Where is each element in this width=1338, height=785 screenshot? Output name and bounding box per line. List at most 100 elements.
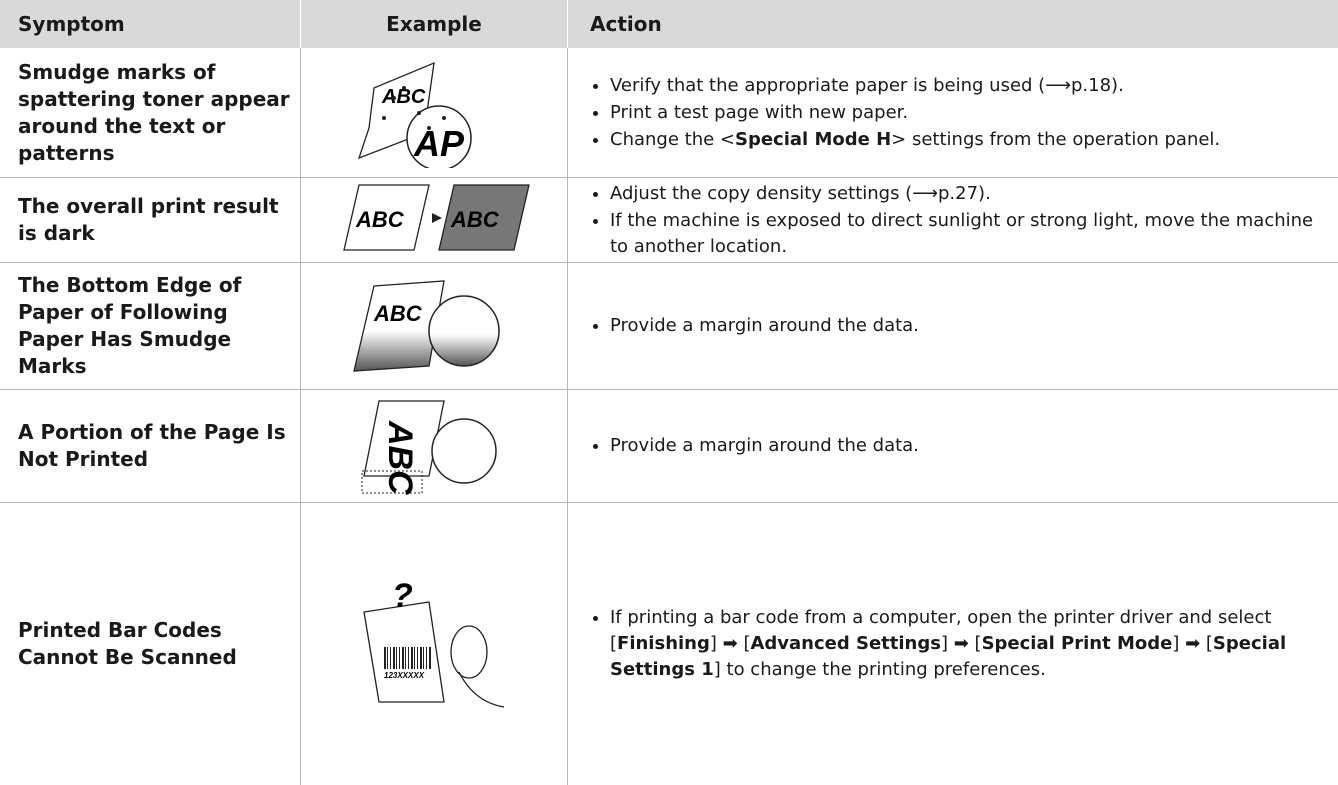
action-text-bold: Special Settings 1 — [610, 633, 1287, 680]
illustration-shape — [450, 624, 488, 679]
illustration-shape — [423, 646, 424, 669]
illustration-shape — [420, 646, 422, 669]
action-text: If the machine is exposed to direct sunl… — [610, 209, 1314, 257]
action-text-bold: Finishing — [617, 633, 710, 654]
example-cell: ABC ABC — [300, 178, 567, 262]
action-list: Adjust the copy density settings (⟶p.27)… — [590, 180, 1328, 261]
illustration-shape — [408, 646, 409, 669]
action-text: ] ➡ [ — [709, 633, 751, 654]
symptom: A Portion of the Page Is Not Printed — [18, 420, 286, 471]
example-cell: ABC — [300, 390, 567, 502]
action-text-bold: Advanced Settings — [750, 633, 941, 654]
illustration-shape — [427, 125, 431, 130]
illustration-shape — [414, 646, 415, 669]
illustration-shape — [438, 184, 530, 251]
illustration-text: ? — [392, 577, 413, 615]
action-text: Verify that the appropriate paper is bei… — [610, 74, 1124, 96]
illustration-shape — [431, 418, 497, 484]
action-text-bold: Special Print Mode — [981, 633, 1173, 654]
action-cell: Provide a margin around the data. — [567, 390, 1338, 502]
illustration-text: ABC — [373, 301, 423, 326]
table-row: The overall print result is dark ABC ABC Ad… — [0, 178, 1338, 263]
action-item: Adjust the copy density settings (⟶p.27)… — [610, 181, 1328, 207]
symptom-cell: The overall print result is dark — [0, 178, 300, 262]
action-item: Provide a margin around the data. — [610, 313, 919, 339]
header-row: Symptom Example Action — [0, 0, 1338, 48]
action-item: If printing a bar code from a computer, … — [610, 605, 1328, 683]
table-row: Printed Bar Codes Cannot Be Scanned? 123X… — [0, 503, 1338, 785]
illustration-shape — [405, 646, 406, 669]
header-cell: Action — [567, 0, 1338, 48]
action-item: If the machine is exposed to direct sunl… — [610, 208, 1328, 260]
action-text: If printing a bar code from a computer, … — [610, 607, 1272, 654]
action-item: Provide a margin around the data. — [610, 433, 919, 459]
symptom: The overall print result is dark — [18, 194, 279, 245]
illustration-shape — [458, 671, 505, 708]
illustration: ABC — [353, 280, 500, 372]
example-cell: ? 123XXXXX — [300, 503, 567, 785]
illustration-shape — [402, 85, 406, 90]
symptom-cell: Printed Bar Codes Cannot Be Scanned — [0, 503, 300, 785]
symptom-cell: The Bottom Edge of Paper of Following Pa… — [0, 263, 300, 389]
action-cell: Provide a margin around the data. — [567, 263, 1338, 389]
illustration-shape — [353, 280, 445, 372]
illustration-shape — [343, 184, 430, 251]
action-text: Provide a margin around the data. — [610, 315, 919, 336]
action-text: Change the < — [610, 128, 735, 150]
illustration-shape — [390, 646, 391, 669]
table-row: A Portion of the Page Is Not Printed ABC P… — [0, 390, 1338, 503]
action-cell: Verify that the appropriate paper is bei… — [567, 48, 1338, 177]
illustration-shape — [417, 110, 421, 115]
illustration-shape — [384, 646, 386, 669]
symptom: Smudge marks of spattering toner appear … — [18, 59, 290, 165]
action-cell: If printing a bar code from a computer, … — [567, 503, 1338, 785]
illustration-shape — [363, 400, 445, 477]
illustration-shape — [428, 295, 500, 367]
action-list: Provide a margin around the data. — [590, 432, 919, 460]
action-text: Adjust the copy density settings (⟶p.27)… — [610, 182, 991, 204]
illustration-shape — [432, 213, 442, 223]
action-list: Verify that the appropriate paper is bei… — [590, 72, 1220, 154]
header-cell: Symptom — [18, 12, 125, 36]
illustration-shape — [442, 115, 446, 120]
illustration-shape — [429, 646, 431, 669]
action-cell: Adjust the copy density settings (⟶p.27)… — [567, 178, 1338, 262]
action-list: If printing a bar code from a computer, … — [590, 604, 1328, 684]
illustration-shape — [392, 95, 396, 100]
illustration-shape — [406, 104, 472, 168]
illustration-shape — [402, 646, 404, 669]
illustration-shape — [361, 470, 423, 494]
action-text: > settings from the operation panel. — [891, 128, 1221, 150]
table-row: Smudge marks of spattering toner appear … — [0, 48, 1338, 178]
illustration-shape — [411, 646, 413, 669]
header-cell: Example — [300, 0, 567, 48]
illustration: ABC ABC — [343, 184, 530, 251]
example-cell: ABC — [300, 263, 567, 389]
action-item: Verify that the appropriate paper is bei… — [610, 73, 1220, 99]
illustration-shape — [417, 646, 418, 669]
action-text: Print a test page with new paper. — [610, 101, 909, 123]
illustration-text: ABC — [450, 207, 500, 232]
action-text: ] ➡ [ — [940, 633, 982, 654]
action-list: Provide a margin around the data. — [590, 312, 919, 340]
illustration: ABC — [361, 400, 497, 495]
symptom: The Bottom Edge of Paper of Following Pa… — [18, 273, 242, 378]
action-text: ] ➡ [ — [1172, 633, 1213, 654]
action-item: Change the <Special Mode H> settings fro… — [610, 127, 1220, 153]
action-text: ] to change the printing preferences. — [713, 659, 1046, 680]
illustration-shape — [382, 115, 386, 120]
illustration-text: ABC — [381, 86, 426, 108]
illustration-shape — [387, 646, 388, 669]
illustration-text: ABC — [355, 207, 405, 232]
symptom-cell: A Portion of the Page Is Not Printed — [0, 390, 300, 502]
example-cell: ABC AP — [300, 48, 567, 177]
illustration-shape — [399, 646, 400, 669]
illustration: ? 123XXXXX — [363, 577, 505, 708]
action-text-bold: Special Mode H — [734, 128, 892, 150]
illustration-text: AP — [413, 123, 465, 164]
illustration: ABC AP — [357, 61, 472, 168]
illustration-text: 123XXXXX — [384, 671, 425, 680]
symptom: Printed Bar Codes Cannot Be Scanned — [18, 618, 237, 669]
illustration-shape — [396, 646, 397, 669]
